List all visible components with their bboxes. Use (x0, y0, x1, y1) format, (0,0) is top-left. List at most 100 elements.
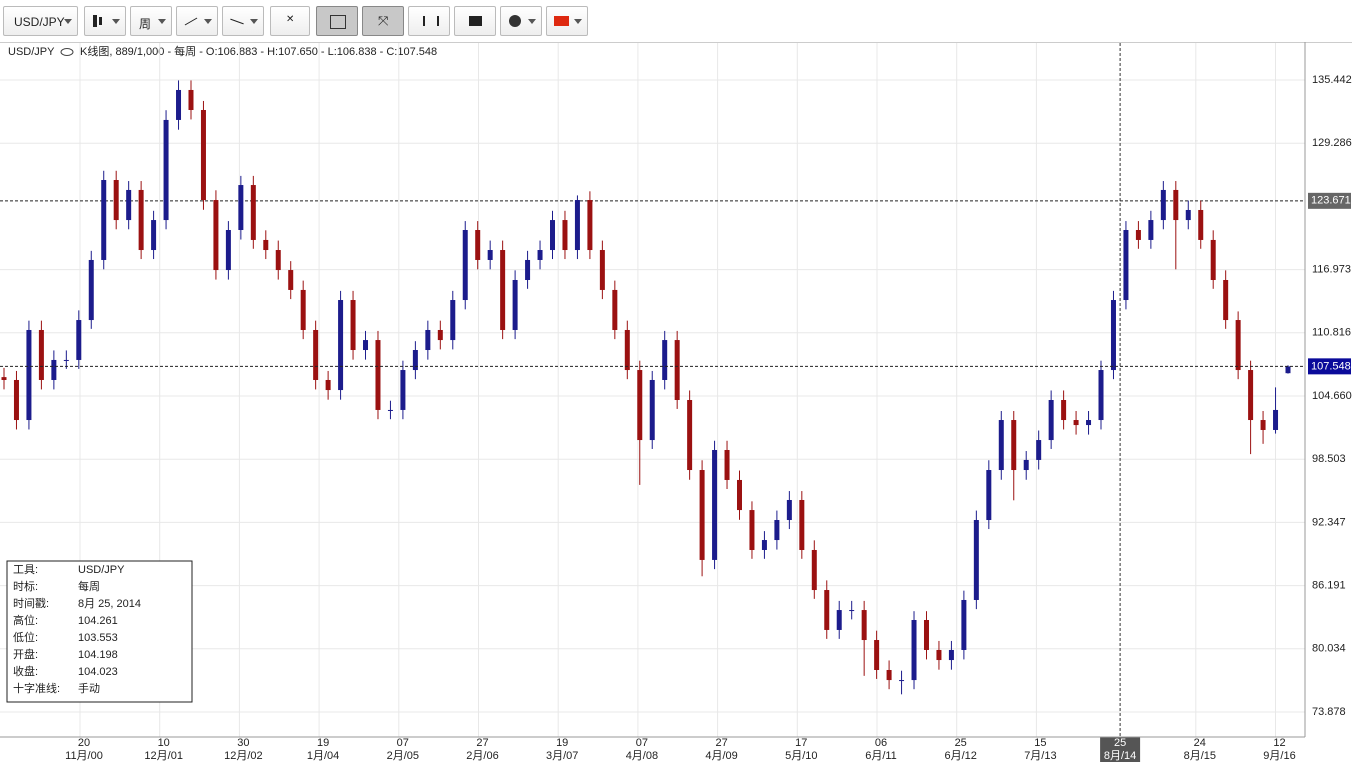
candle-body (562, 220, 568, 251)
fit-button[interactable]: ⤧ (362, 6, 404, 36)
crosshair-button[interactable] (316, 6, 358, 36)
x-tick-month: 3月/07 (546, 750, 578, 762)
y-tick-label: 98.503 (1312, 453, 1346, 465)
x-tick-day: 20 (78, 737, 90, 749)
candle-body (1123, 230, 1129, 301)
candle-body (126, 189, 132, 221)
draw-tools-button[interactable] (176, 6, 218, 36)
info-value: 104.261 (78, 615, 118, 627)
info-value: 104.023 (78, 666, 118, 678)
language-button[interactable] (546, 6, 588, 36)
candle-body (836, 610, 842, 630)
info-label: 收盘: (13, 664, 38, 678)
candle-body (687, 400, 693, 471)
candle-body (699, 470, 705, 560)
candle-body (512, 279, 518, 330)
x-tick-month: 5月/10 (785, 750, 817, 762)
candle-body (475, 230, 481, 260)
x-tick-day: 06 (875, 737, 887, 749)
symbol-label: USD/JPY (8, 46, 55, 58)
y-tick-label: 73.878 (1312, 706, 1346, 718)
candle-body (1011, 420, 1017, 471)
candle-body (487, 250, 493, 260)
candle-body (1173, 189, 1179, 221)
candle-body (163, 119, 169, 221)
x-tick-month: 12月/02 (224, 750, 263, 762)
level-tag (1308, 192, 1351, 209)
candle-body (525, 259, 531, 280)
candle-body (911, 620, 917, 681)
candle-body (450, 300, 456, 341)
x-tick-month: 1月/04 (307, 750, 339, 762)
info-label: 时间戳: (13, 597, 49, 610)
candle-body (76, 320, 82, 360)
x-tick-day: 27 (715, 737, 727, 749)
candle-body (574, 200, 580, 251)
candle-body (1210, 239, 1216, 280)
x-tick-month: 4月/09 (705, 750, 737, 762)
toolbar: USD/JPY 周 ✕ ⤧ (0, 0, 1352, 43)
candle-body (624, 329, 630, 371)
candle-body (363, 340, 369, 351)
candle-body (350, 300, 356, 351)
x-tick-month: 9月/16 (1263, 750, 1295, 762)
x-tick-day: 30 (237, 737, 249, 749)
candle-body (263, 239, 269, 251)
candle-body (824, 590, 830, 630)
candle-body (288, 270, 294, 290)
x-tick-day: 12 (1273, 737, 1285, 749)
symbol-select[interactable]: USD/JPY (3, 6, 78, 36)
candle-body (51, 359, 57, 380)
candle-body (886, 669, 892, 681)
delete-all-button[interactable]: ✕ (270, 6, 310, 36)
info-value: 103.553 (78, 632, 118, 644)
volume-button[interactable] (408, 6, 450, 36)
candle-body (861, 610, 867, 641)
candle-body (1248, 370, 1254, 421)
candle-body (387, 409, 393, 411)
candle-body (712, 449, 718, 560)
candle-body (375, 340, 381, 410)
candle-body (736, 479, 742, 511)
symbol: USD/JPY (14, 15, 65, 29)
x-tick-day: 19 (317, 737, 329, 749)
x-tick-month: 6月/11 (865, 750, 897, 762)
last-price-label: 107.548 (1311, 360, 1351, 372)
eye-icon (60, 48, 74, 56)
y-tick-label: 129.286 (1312, 137, 1352, 149)
y-tick-label: 110.816 (1312, 327, 1351, 339)
candle-body (1073, 420, 1079, 426)
crosshair-label-bg (1100, 737, 1141, 762)
candle-body (961, 599, 967, 650)
candle-body (948, 649, 954, 661)
candle-body (537, 250, 543, 260)
candle-body (849, 610, 855, 612)
candle-body (1098, 370, 1104, 421)
candle-body (761, 540, 767, 550)
x-tick-day: 10 (158, 737, 170, 749)
info-value: 8月 25, 2014 (78, 598, 141, 610)
candle-body (1023, 459, 1029, 471)
indicator-button[interactable] (222, 6, 264, 36)
ohlc-header: K线图, 889/1,000 - 每周 - O:106.883 - H:107.… (80, 44, 437, 58)
candle-body (13, 379, 19, 421)
x-tick-day: 27 (476, 737, 488, 749)
x-tick-day: 25 (955, 737, 967, 749)
candle-body (88, 259, 94, 321)
period: 周 (139, 17, 152, 31)
x-tick-month: 12月/01 (144, 750, 183, 762)
candle-body (811, 549, 817, 591)
x-tick-month: 6月/12 (944, 750, 976, 762)
print-button[interactable] (454, 6, 496, 36)
candle-body (1110, 300, 1116, 371)
candle-body (1273, 409, 1279, 430)
candle-body (1135, 230, 1141, 240)
info-label: 工具: (13, 563, 38, 576)
chart-type-button[interactable] (84, 6, 126, 36)
info-value: 104.198 (78, 649, 118, 661)
theme-button[interactable] (500, 6, 542, 36)
period-select[interactable]: 周 (130, 6, 172, 36)
level-label: 123.671 (1311, 195, 1351, 207)
info-value: USD/JPY (78, 564, 125, 576)
